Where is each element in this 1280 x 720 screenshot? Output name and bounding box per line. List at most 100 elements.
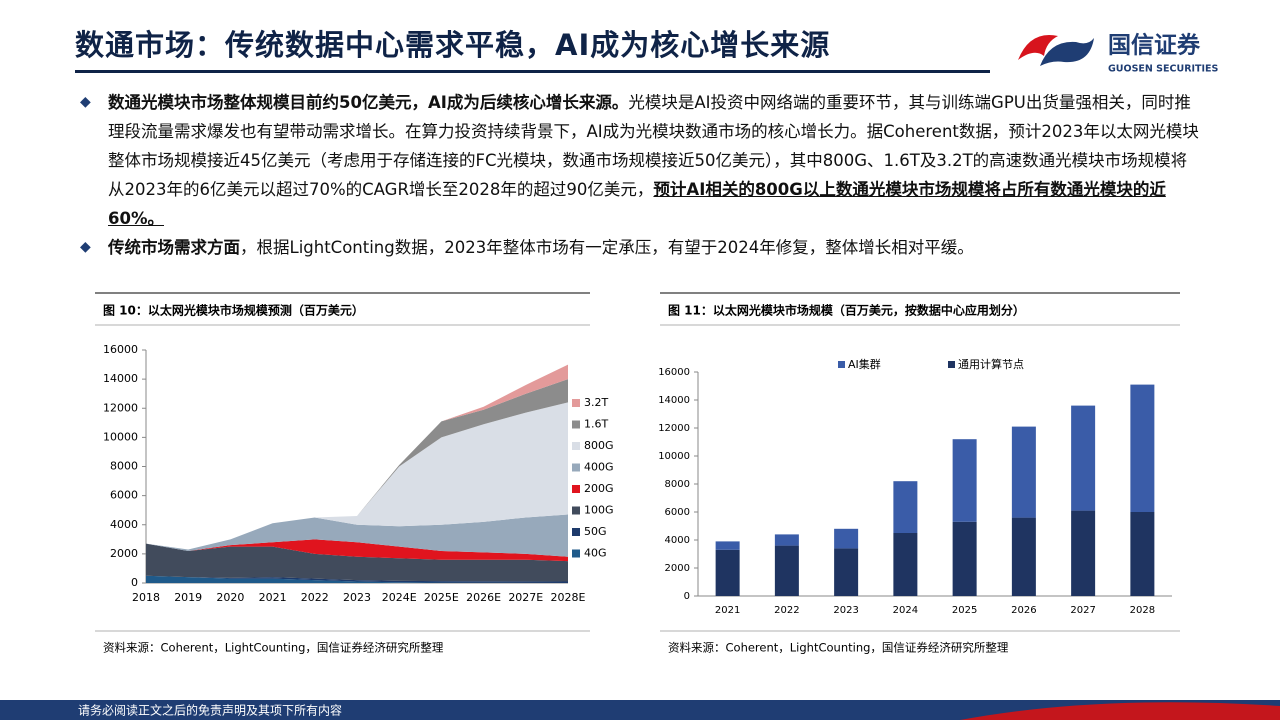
legend-label: 通用计算节点 xyxy=(958,357,1024,371)
legend-swatch xyxy=(572,485,580,493)
bar xyxy=(1071,405,1096,511)
y-tick-label: 4000 xyxy=(665,535,690,546)
y-tick-label: 4000 xyxy=(110,518,138,531)
bar xyxy=(715,549,740,596)
footer-bar: 请务必阅读正文之后的免责声明及其项下所有内容 xyxy=(0,700,1280,720)
legend-swatch xyxy=(572,399,580,407)
y-tick-label: 14000 xyxy=(103,372,138,385)
logo-mark xyxy=(1040,38,1094,66)
x-tick-label: 2021 xyxy=(259,591,287,604)
bar xyxy=(834,548,859,596)
chart-title: 图 11：以太网光模块市场规模（百万美元，按数据中心应用划分） xyxy=(668,303,1025,318)
bar xyxy=(952,521,977,596)
x-tick-label: 2026 xyxy=(1011,605,1036,616)
legend-label: 100G xyxy=(584,504,614,517)
x-tick-label: 2028 xyxy=(1130,605,1155,616)
bar xyxy=(1011,426,1036,518)
bar xyxy=(1130,384,1155,512)
logo-mark xyxy=(1018,35,1058,60)
bar xyxy=(774,545,799,596)
y-tick-label: 14000 xyxy=(658,395,690,406)
legend-label: 800G xyxy=(584,439,614,452)
x-tick-label: 2026E xyxy=(466,591,501,604)
y-tick-label: 12000 xyxy=(103,401,138,414)
bar xyxy=(893,533,918,596)
chart: 图 10：以太网光模块市场规模预测（百万美元） 资料来源：Coherent，Lig… xyxy=(95,292,614,655)
y-tick-label: 2000 xyxy=(665,563,690,574)
bullet-emphasis: 预计AI相关的800G以上数通光模块市场规模将占所有数通光模块的近60%。 xyxy=(108,180,1166,228)
area xyxy=(146,402,568,550)
bar xyxy=(774,534,799,546)
y-tick-label: 10000 xyxy=(103,430,138,443)
y-tick-label: 6000 xyxy=(110,489,138,502)
legend-label: AI集群 xyxy=(848,357,881,371)
legend-label: 40G xyxy=(584,547,607,560)
bar xyxy=(952,439,977,522)
x-tick-label: 2019 xyxy=(174,591,202,604)
logo: 国信证券 GUOSEN SECURITIES xyxy=(1018,32,1219,75)
bullet: 数通光模块市场整体规模目前约50亿美元，AI成为后续核心增长来源。光模块是AI投… xyxy=(80,88,1200,233)
bar xyxy=(715,541,740,550)
y-tick-label: 16000 xyxy=(103,343,138,356)
title-rule xyxy=(75,70,990,73)
chart-source: 资料来源：Coherent，LightCounting，国信证券经济研究所整理 xyxy=(668,641,1009,655)
x-tick-label: 2023 xyxy=(343,591,371,604)
bar xyxy=(834,528,859,549)
y-tick-label: 0 xyxy=(131,576,138,589)
bullet-lead: 传统市场需求方面 xyxy=(108,238,240,257)
x-tick-label: 2024E xyxy=(382,591,417,604)
bar xyxy=(1071,510,1096,596)
y-tick-label: 10000 xyxy=(658,451,690,462)
bar xyxy=(893,481,918,533)
area xyxy=(146,575,568,583)
x-tick-label: 2018 xyxy=(132,591,160,604)
footer-text: 请务必阅读正文之后的免责声明及其项下所有内容 xyxy=(78,703,342,718)
y-tick-label: 8000 xyxy=(110,460,138,473)
bullet-lead: 数通光模块市场整体规模目前约50亿美元，AI成为后续核心增长来源。 xyxy=(108,93,629,112)
page-title: 数通市场：传统数据中心需求平稳，AI成为核心增长来源 xyxy=(75,28,831,62)
chart-source: 资料来源：Coherent，LightCounting，国信证券经济研究所整理 xyxy=(103,641,444,655)
y-tick-label: 2000 xyxy=(110,547,138,560)
bullet-body: 光模块是AI投资中网络端的重要环节，其与训练端GPU出货量强相关，同时推理段流量… xyxy=(108,93,1199,199)
x-tick-label: 2020 xyxy=(216,591,244,604)
area xyxy=(146,379,568,550)
x-tick-label: 2027 xyxy=(1070,605,1095,616)
legend-swatch xyxy=(838,361,845,368)
logo-en: GUOSEN SECURITIES xyxy=(1108,64,1219,75)
legend-swatch xyxy=(572,528,580,536)
bullet-list: 数通光模块市场整体规模目前约50亿美元，AI成为后续核心增长来源。光模块是AI投… xyxy=(80,88,1200,262)
legend-swatch xyxy=(572,549,580,558)
legend-swatch xyxy=(948,361,955,368)
x-tick-label: 2028E xyxy=(551,591,586,604)
chart-title: 图 10：以太网光模块市场规模预测（百万美元） xyxy=(103,303,364,318)
chart: 图 11：以太网光模块市场规模（百万美元，按数据中心应用划分） 资料来源：Cohe… xyxy=(658,292,1180,655)
area xyxy=(146,514,568,557)
x-tick-label: 2024 xyxy=(893,605,918,616)
x-tick-label: 2021 xyxy=(715,605,740,616)
footer-band xyxy=(0,700,1280,720)
legend-label: 50G xyxy=(584,525,607,538)
area xyxy=(146,543,568,582)
bar xyxy=(1130,512,1155,596)
bar xyxy=(1011,517,1036,596)
legend-swatch xyxy=(572,442,580,450)
bullet: 传统市场需求方面，根据LightConting数据，2023年整体市场有一定承压… xyxy=(80,233,1200,262)
footer-swoosh xyxy=(960,702,1280,720)
legend-swatch xyxy=(572,420,580,429)
x-tick-label: 2023 xyxy=(833,605,858,616)
legend-label: 400G xyxy=(584,461,614,474)
y-tick-label: 12000 xyxy=(658,423,690,434)
legend-swatch xyxy=(572,463,580,472)
legend-label: 1.6T xyxy=(584,418,608,431)
x-tick-label: 2025 xyxy=(952,605,977,616)
x-tick-label: 2025E xyxy=(424,591,459,604)
bullet-body: ，根据LightConting数据，2023年整体市场有一定承压，有望于2024… xyxy=(240,238,974,257)
legend-swatch xyxy=(572,506,580,515)
x-tick-label: 2027E xyxy=(508,591,543,604)
legend-label: 200G xyxy=(584,482,614,495)
y-tick-label: 16000 xyxy=(658,367,690,378)
area xyxy=(146,539,568,562)
y-tick-label: 6000 xyxy=(665,507,690,518)
legend-label: 3.2T xyxy=(584,396,608,409)
